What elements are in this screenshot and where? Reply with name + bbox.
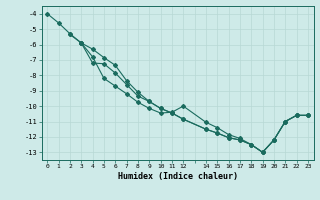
X-axis label: Humidex (Indice chaleur): Humidex (Indice chaleur) [118, 172, 237, 181]
